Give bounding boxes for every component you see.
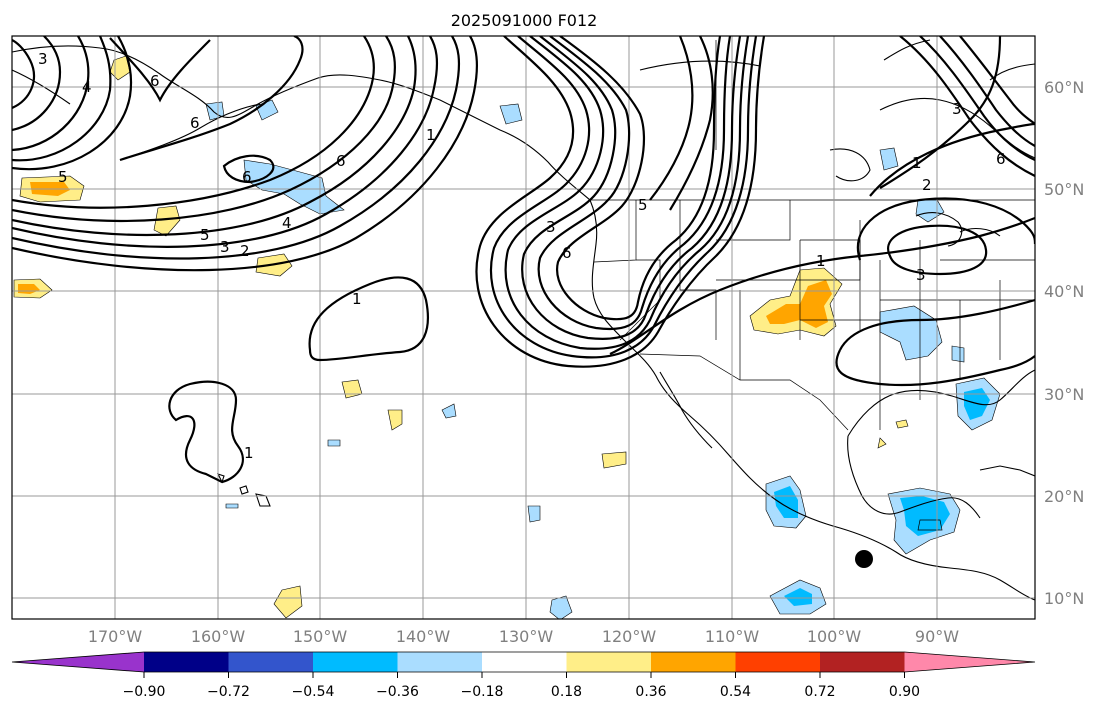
contour-label-3-c: 3 <box>220 238 230 256</box>
colorbar-bin-5 <box>482 652 567 672</box>
colorbar-tick-label: 0.18 <box>551 684 582 700</box>
lon-label-110w: 110°W <box>705 627 760 646</box>
contour-label-1-hi: 1 <box>244 444 254 462</box>
colorbar-tick-label: −0.18 <box>461 684 504 700</box>
longitude-axis: 170°W 160°W 150°W 140°W 130°W 120°W 110°… <box>88 627 959 646</box>
contour-label-6-bc: 6 <box>336 152 346 170</box>
contour-labels: 3 4 6 6 6 5 4 5 3 2 1 1 1 6 6 3 5 1 1 2 … <box>38 50 1006 462</box>
contour-label-6-ca: 6 <box>562 244 572 262</box>
colorbar-tick-label: 0.54 <box>720 684 751 700</box>
colorbar-bin-3 <box>313 652 398 672</box>
colorbar-bin-1 <box>144 652 229 672</box>
lat-label-30n: 30°N <box>1044 385 1084 404</box>
colorbar-tick-label: −0.72 <box>207 684 250 700</box>
contour-label-1-hud: 1 <box>912 154 922 172</box>
map-frame <box>11 35 1036 620</box>
contour-label-1-pac: 1 <box>352 290 362 308</box>
contour-label-6-nw: 6 <box>150 72 160 90</box>
map-area: 3 4 6 6 6 5 4 5 3 2 1 1 1 6 6 3 5 1 1 2 … <box>12 36 1035 619</box>
lon-label-140w: 140°W <box>396 627 451 646</box>
colorbar-tick-label: −0.54 <box>292 684 335 700</box>
contour-label-6-ne: 6 <box>996 150 1006 168</box>
contour-label-6-aleut: 6 <box>242 168 252 186</box>
contour-label-1-plains: 1 <box>816 252 826 270</box>
lon-label-170w: 170°W <box>88 627 143 646</box>
colorbar-bin-8 <box>735 652 820 672</box>
contour-label-5-c: 5 <box>200 226 210 244</box>
contour-label-3-nw: 3 <box>38 50 48 68</box>
lat-label-40n: 40°N <box>1044 282 1084 301</box>
lon-label-90w: 90°W <box>915 627 959 646</box>
colorbar-ticks <box>143 672 905 678</box>
lat-label-50n: 50°N <box>1044 180 1084 199</box>
graticule <box>12 36 1035 619</box>
contour-label-2-hud: 2 <box>922 176 932 194</box>
political-borders <box>590 40 1035 531</box>
colorbar: −0.90 −0.72 −0.54 −0.36 −0.18 0.18 0.36 … <box>11 651 1036 700</box>
colorbar-bin-4 <box>397 652 482 672</box>
colorbar-tick-label: 0.90 <box>889 684 920 700</box>
contour-label-1-gulf: 1 <box>426 126 436 144</box>
colorbar-bin-7 <box>651 652 736 672</box>
contour-label-6-pac: 6 <box>190 114 200 132</box>
lat-label-20n: 20°N <box>1044 487 1084 506</box>
contour-label-3-ne: 3 <box>952 100 962 118</box>
contour-lines <box>12 36 1035 484</box>
colorbar-tick-label: −0.36 <box>376 684 419 700</box>
colorbar-bin-6 <box>566 652 651 672</box>
colorbar-extend-min <box>12 652 144 672</box>
map-title: 2025091000 F012 <box>451 11 598 30</box>
colorbar-bin-9 <box>820 652 905 672</box>
lon-label-130w: 130°W <box>499 627 554 646</box>
colorbar-extend-max <box>904 652 1035 672</box>
contour-label-2-c: 2 <box>240 242 250 260</box>
lon-label-100w: 100°W <box>807 627 862 646</box>
contour-label-4-nw: 4 <box>82 78 92 96</box>
lat-label-10n: 10°N <box>1044 589 1084 608</box>
coastlines <box>12 39 1035 601</box>
contour-label-5-w: 5 <box>58 168 68 186</box>
lat-label-60n: 60°N <box>1044 78 1084 97</box>
contour-label-3-ca: 3 <box>546 218 556 236</box>
location-marker <box>855 550 873 568</box>
lon-label-150w: 150°W <box>293 627 348 646</box>
contour-label-3-gl: 3 <box>916 266 926 284</box>
latitude-axis: 60°N 50°N 40°N 30°N 20°N 10°N <box>1044 78 1084 608</box>
contour-label-4-c: 4 <box>282 214 292 232</box>
colorbar-tick-label: 0.72 <box>804 684 835 700</box>
lon-label-160w: 160°W <box>191 627 246 646</box>
colorbar-tick-label: −0.90 <box>123 684 166 700</box>
contour-label-5-or: 5 <box>638 196 648 214</box>
colorbar-bin-2 <box>228 652 313 672</box>
colorbar-tick-label: 0.36 <box>635 684 666 700</box>
lon-label-120w: 120°W <box>602 627 657 646</box>
